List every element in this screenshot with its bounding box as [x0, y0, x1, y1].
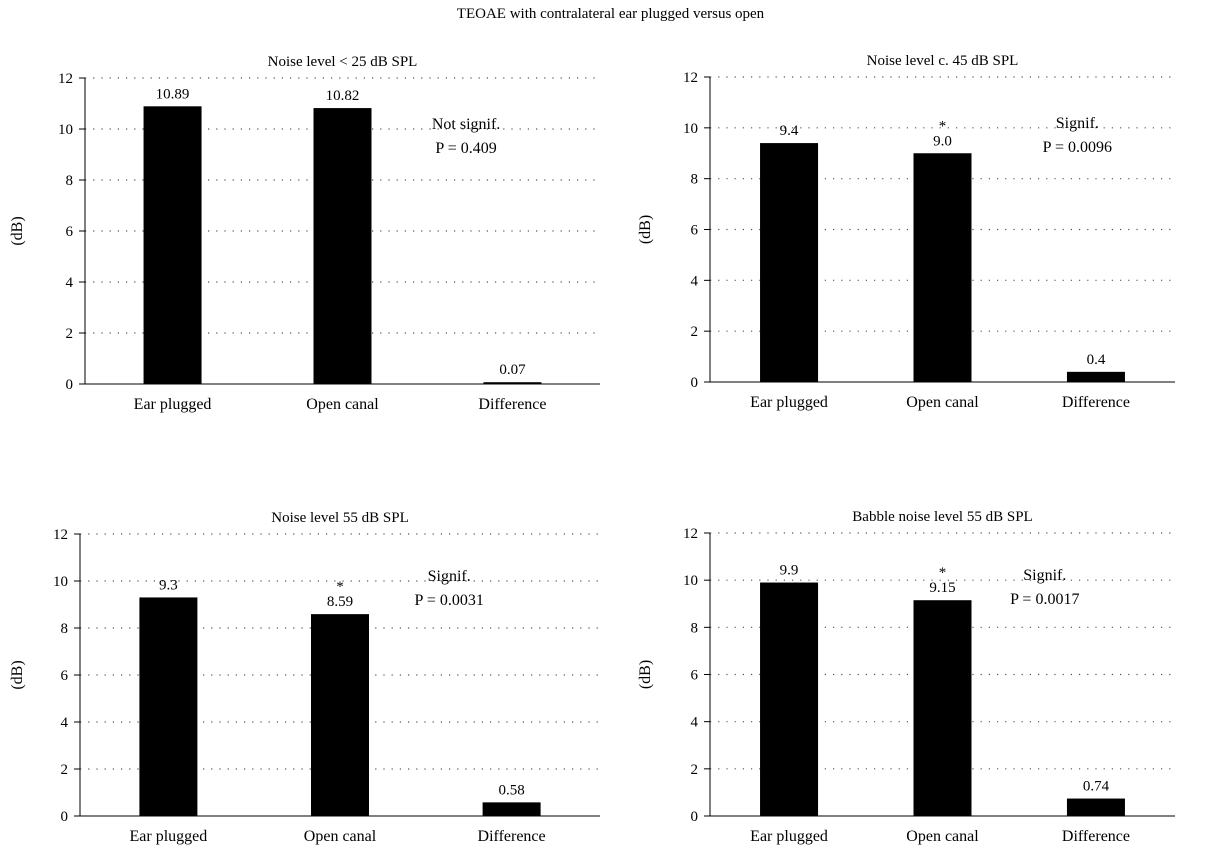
y-axis-label: (dB) [637, 660, 654, 689]
chart-title: Babble noise level 55 dB SPL [852, 509, 1032, 525]
p-value-label: P = 0.0017 [1010, 591, 1079, 608]
y-axis-label: (dB) [637, 215, 654, 244]
y-tick-label: 12 [53, 527, 68, 543]
y-tick-label: 6 [691, 223, 699, 239]
chart-title: Noise level 55 dB SPL [271, 510, 409, 526]
data-label: 9.4 [780, 123, 799, 139]
chart-panel-4: Babble noise level 55 dB SPL (dB) 0 2 4 6 8 10 1… [637, 509, 1175, 845]
y-axis-label: (dB) [9, 660, 26, 689]
significance-label: Signif. [428, 568, 471, 585]
bar-ear-plugged [143, 106, 202, 385]
bar-open-canal [913, 600, 972, 816]
y-tick-label: 12 [683, 526, 698, 542]
y-tick-label: 6 [691, 668, 699, 684]
x-tick-label: Open canal [306, 396, 379, 413]
bar-ear-plugged [760, 582, 819, 816]
x-tick-label: Open canal [906, 828, 979, 845]
x-tick-label: Difference [1062, 394, 1130, 411]
y-axis-label: (dB) [9, 216, 26, 245]
bar-difference [1066, 798, 1125, 816]
x-tick-label: Ear plugged [750, 394, 828, 411]
y-tick-label: 12 [58, 71, 73, 87]
y-tick-label: 8 [691, 620, 699, 636]
y-tick-label: 10 [58, 122, 73, 138]
bar-open-canal [313, 108, 372, 384]
bar-difference [1066, 371, 1125, 382]
data-label: 0.4 [1087, 352, 1106, 368]
y-tick-label: 0 [691, 375, 699, 391]
significance-asterisk: * [939, 565, 947, 581]
significance-label: Signif. [1056, 115, 1099, 132]
y-tick-label: 4 [691, 715, 699, 731]
significance-label: Not signif. [432, 116, 500, 133]
y-tick-label: 0 [691, 809, 699, 825]
bar-open-canal [311, 614, 369, 816]
data-label: 8.59 [327, 594, 353, 610]
x-tick-label: Open canal [906, 394, 979, 411]
y-tick-label: 4 [691, 273, 699, 289]
p-value-label: P = 0.0096 [1043, 139, 1112, 156]
y-tick-label: 2 [691, 762, 699, 778]
y-tick-label: 6 [61, 668, 69, 684]
y-tick-label: 0 [61, 809, 69, 825]
chart-panel-3: Noise level 55 dB SPL (dB) 0 2 4 6 8 10 12 9.3 Ear… [9, 510, 600, 845]
y-tick-label: 10 [53, 574, 68, 590]
y-tick-label: 6 [66, 224, 74, 240]
x-tick-label: Open canal [304, 828, 377, 845]
x-tick-label: Difference [478, 828, 546, 845]
p-value-label: P = 0.409 [435, 140, 496, 157]
x-tick-label: Difference [1062, 828, 1130, 845]
data-label: 9.0 [933, 133, 952, 149]
data-label: 10.82 [326, 88, 360, 104]
significance-asterisk: * [939, 118, 947, 134]
y-tick-label: 12 [683, 70, 698, 86]
x-tick-label: Difference [478, 396, 546, 413]
x-tick-label: Ear plugged [750, 828, 828, 845]
chart-panel-2: Noise level c. 45 dB SPL (dB) 0 2 4 6 8 10 12 9.4… [637, 53, 1175, 411]
data-label: 9.15 [929, 580, 955, 596]
x-tick-label: Ear plugged [134, 396, 212, 413]
y-tick-label: 2 [61, 762, 69, 778]
significance-label: Signif. [1023, 567, 1066, 584]
bar-difference [482, 802, 541, 816]
y-tick-label: 4 [66, 275, 74, 291]
p-value-label: P = 0.0031 [415, 592, 484, 609]
y-tick-label: 8 [61, 621, 69, 637]
figure-title: TEOAE with contralateral ear plugged ver… [456, 6, 765, 22]
chart-panel-1: Noise level < 25 dB SPL (dB) 0 2 4 6 8 10 12 10.8… [9, 54, 600, 413]
bar-ear-plugged [139, 597, 198, 816]
y-tick-label: 8 [691, 172, 699, 188]
y-tick-label: 8 [66, 173, 74, 189]
data-label: 9.3 [159, 577, 178, 593]
y-tick-label: 2 [66, 326, 74, 342]
chart-title: Noise level c. 45 dB SPL [867, 53, 1019, 69]
data-label: 9.9 [780, 563, 799, 579]
data-label: 0.74 [1083, 779, 1110, 795]
chart-title: Noise level < 25 dB SPL [268, 54, 418, 70]
significance-asterisk: * [336, 579, 344, 595]
bar-ear-plugged [760, 143, 819, 382]
data-label: 0.58 [498, 782, 524, 798]
data-label: 0.07 [499, 362, 526, 378]
y-tick-label: 10 [683, 573, 698, 589]
y-tick-label: 0 [66, 377, 74, 393]
bar-open-canal [913, 153, 972, 382]
data-label: 10.89 [156, 86, 190, 102]
x-tick-label: Ear plugged [130, 828, 208, 845]
y-tick-label: 2 [691, 324, 699, 340]
y-tick-label: 10 [683, 121, 698, 137]
y-tick-label: 4 [61, 715, 69, 731]
bar-difference [483, 382, 542, 384]
